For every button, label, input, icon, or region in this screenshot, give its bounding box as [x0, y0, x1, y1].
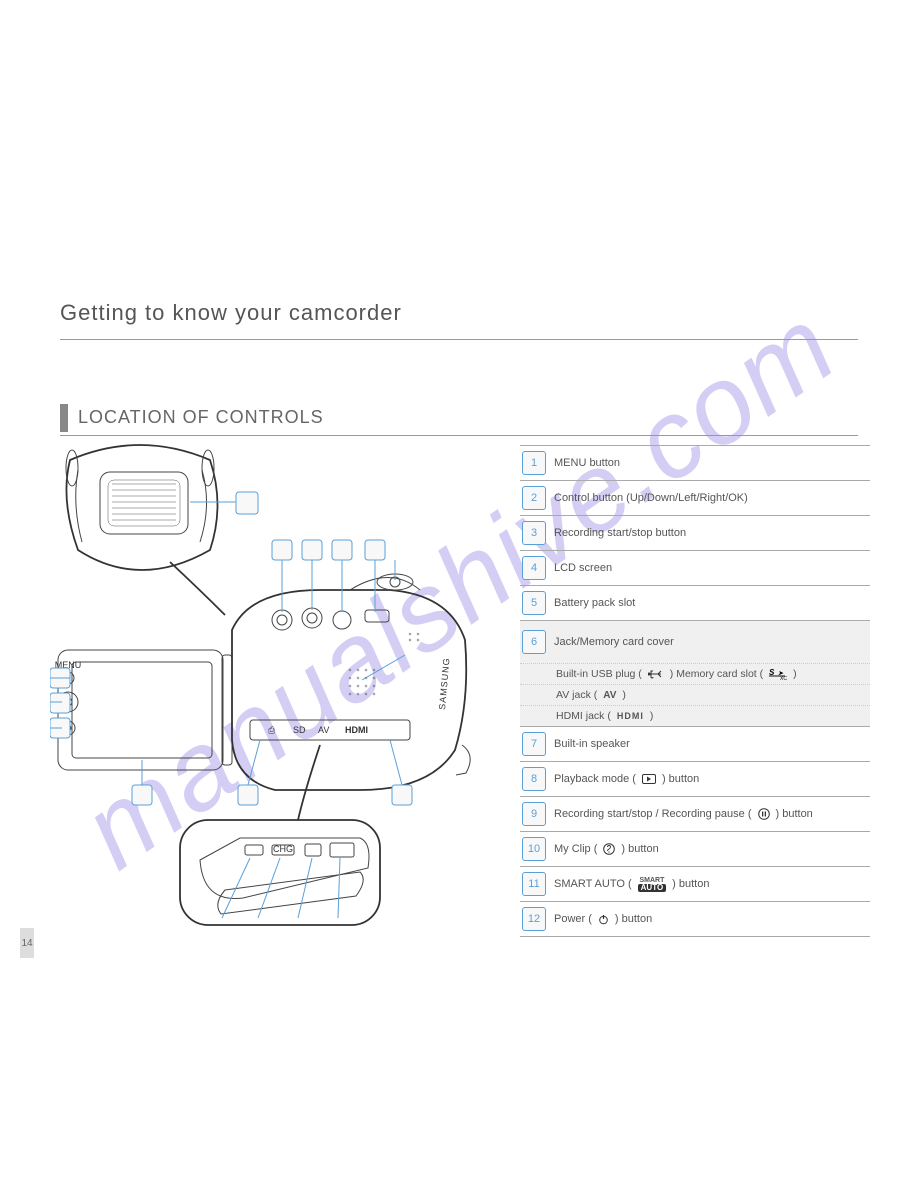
smart-auto-icon: SMART AUTO	[638, 877, 667, 892]
svg-text:AV: AV	[318, 725, 329, 735]
table-row: 10 My Clip ( ) button	[520, 831, 870, 866]
row-label: Built-in speaker	[554, 738, 870, 750]
row-label-text: My Clip (	[554, 843, 597, 855]
table-row: 3 Recording start/stop button	[520, 515, 870, 550]
row-number: 7	[522, 732, 546, 756]
row-number: 10	[522, 837, 546, 861]
sub-row: HDMI jack ( HDMI )	[520, 705, 870, 726]
section-title-text: LOCATION OF CONTROLS	[78, 407, 324, 428]
row-label-text: ) button	[672, 878, 709, 890]
table-row: 12 Power ( ) button	[520, 901, 870, 937]
row-label: Playback mode ( ) button	[554, 773, 870, 785]
table-row: 6 Jack/Memory card cover Built-in USB pl…	[520, 620, 870, 726]
row-label-text: ) button	[621, 843, 658, 855]
power-icon	[598, 914, 609, 925]
clip-icon	[603, 843, 615, 855]
row-label-text: SMART AUTO (	[554, 878, 632, 890]
table-row: 2 Control button (Up/Down/Left/Right/OK)	[520, 480, 870, 515]
svg-text:SAMSUNG: SAMSUNG	[437, 657, 452, 710]
row-number: 4	[522, 556, 546, 580]
sub-text: ) Memory card slot (	[670, 668, 763, 680]
row-label-text: ) button	[615, 913, 652, 925]
svg-text:SD: SD	[293, 725, 306, 735]
row-label-text: ) button	[662, 773, 699, 785]
row-label: Recording start/stop button	[554, 527, 870, 539]
row-label: Recording start/stop / Recording pause (…	[554, 808, 870, 820]
table-row: 1 MENU button	[520, 445, 870, 480]
sub-text: )	[622, 689, 626, 701]
table-row: 8 Playback mode ( ) button	[520, 761, 870, 796]
svg-text:XC: XC	[780, 676, 787, 680]
row-number: 2	[522, 486, 546, 510]
row-label-text: Playback mode (	[554, 773, 636, 785]
table-row: 9 Recording start/stop / Recording pause…	[520, 796, 870, 831]
page-root: manualshive.com Getting to know your cam…	[0, 0, 918, 1188]
table-row: 7 Built-in speaker	[520, 726, 870, 761]
row-number: 8	[522, 767, 546, 791]
camcorder-body: MENU	[55, 574, 470, 790]
play-rect-icon	[642, 774, 656, 784]
jack-detail: CHG	[180, 745, 380, 925]
row-number: 6	[522, 630, 546, 654]
table-row: 5 Battery pack slot	[520, 585, 870, 620]
sub-text: HDMI jack (	[556, 710, 611, 722]
svg-text:CHG: CHG	[273, 844, 293, 854]
row-label-text: ) button	[776, 808, 813, 820]
row-number: 11	[522, 872, 546, 896]
row-label: My Clip ( ) button	[554, 843, 870, 855]
av-label: AV	[603, 690, 616, 701]
section-bar	[60, 404, 68, 432]
sub-text: )	[650, 710, 654, 722]
row-number: 9	[522, 802, 546, 826]
row-label-text: Recording start/stop / Recording pause (	[554, 808, 752, 820]
sub-text: )	[793, 668, 797, 680]
svg-text:⎙: ⎙	[268, 725, 276, 735]
camcorder-diagram: MENU	[50, 440, 490, 940]
lens-detail	[66, 445, 258, 570]
sd-icon: S➤XC	[769, 668, 787, 680]
pause-circle-icon	[758, 808, 770, 820]
hdmi-icon: HDMI	[617, 711, 644, 721]
sub-text: Built-in USB plug (	[556, 668, 642, 680]
row-label: Jack/Memory card cover	[554, 636, 870, 648]
svg-text:HDMI: HDMI	[345, 725, 368, 735]
parts-table: 1 MENU button 2 Control button (Up/Down/…	[520, 445, 870, 937]
table-row: 11 SMART AUTO ( SMART AUTO ) button	[520, 866, 870, 901]
row-label: SMART AUTO ( SMART AUTO ) button	[554, 877, 870, 892]
sub-row: Built-in USB plug ( ) Memory card slot (…	[520, 663, 870, 684]
row-label: LCD screen	[554, 562, 870, 574]
section-title-row: LOCATION OF CONTROLS	[60, 400, 858, 436]
row-label: MENU button	[554, 457, 870, 469]
table-row: 4 LCD screen	[520, 550, 870, 585]
row-number: 12	[522, 907, 546, 931]
row-label: Power ( ) button	[554, 913, 870, 925]
row-number: 5	[522, 591, 546, 615]
row-label: Control button (Up/Down/Left/Right/OK)	[554, 492, 870, 504]
callouts-top	[272, 540, 395, 612]
row-number: 1	[522, 451, 546, 475]
row-number: 3	[522, 521, 546, 545]
row-label: Battery pack slot	[554, 597, 870, 609]
page-number: 14	[20, 928, 34, 958]
row-label-text: Power (	[554, 913, 592, 925]
sub-text: AV jack (	[556, 689, 597, 701]
chapter-title: Getting to know your camcorder	[60, 300, 858, 340]
usb-icon	[648, 668, 664, 680]
sub-row: AV jack ( AV )	[520, 684, 870, 705]
